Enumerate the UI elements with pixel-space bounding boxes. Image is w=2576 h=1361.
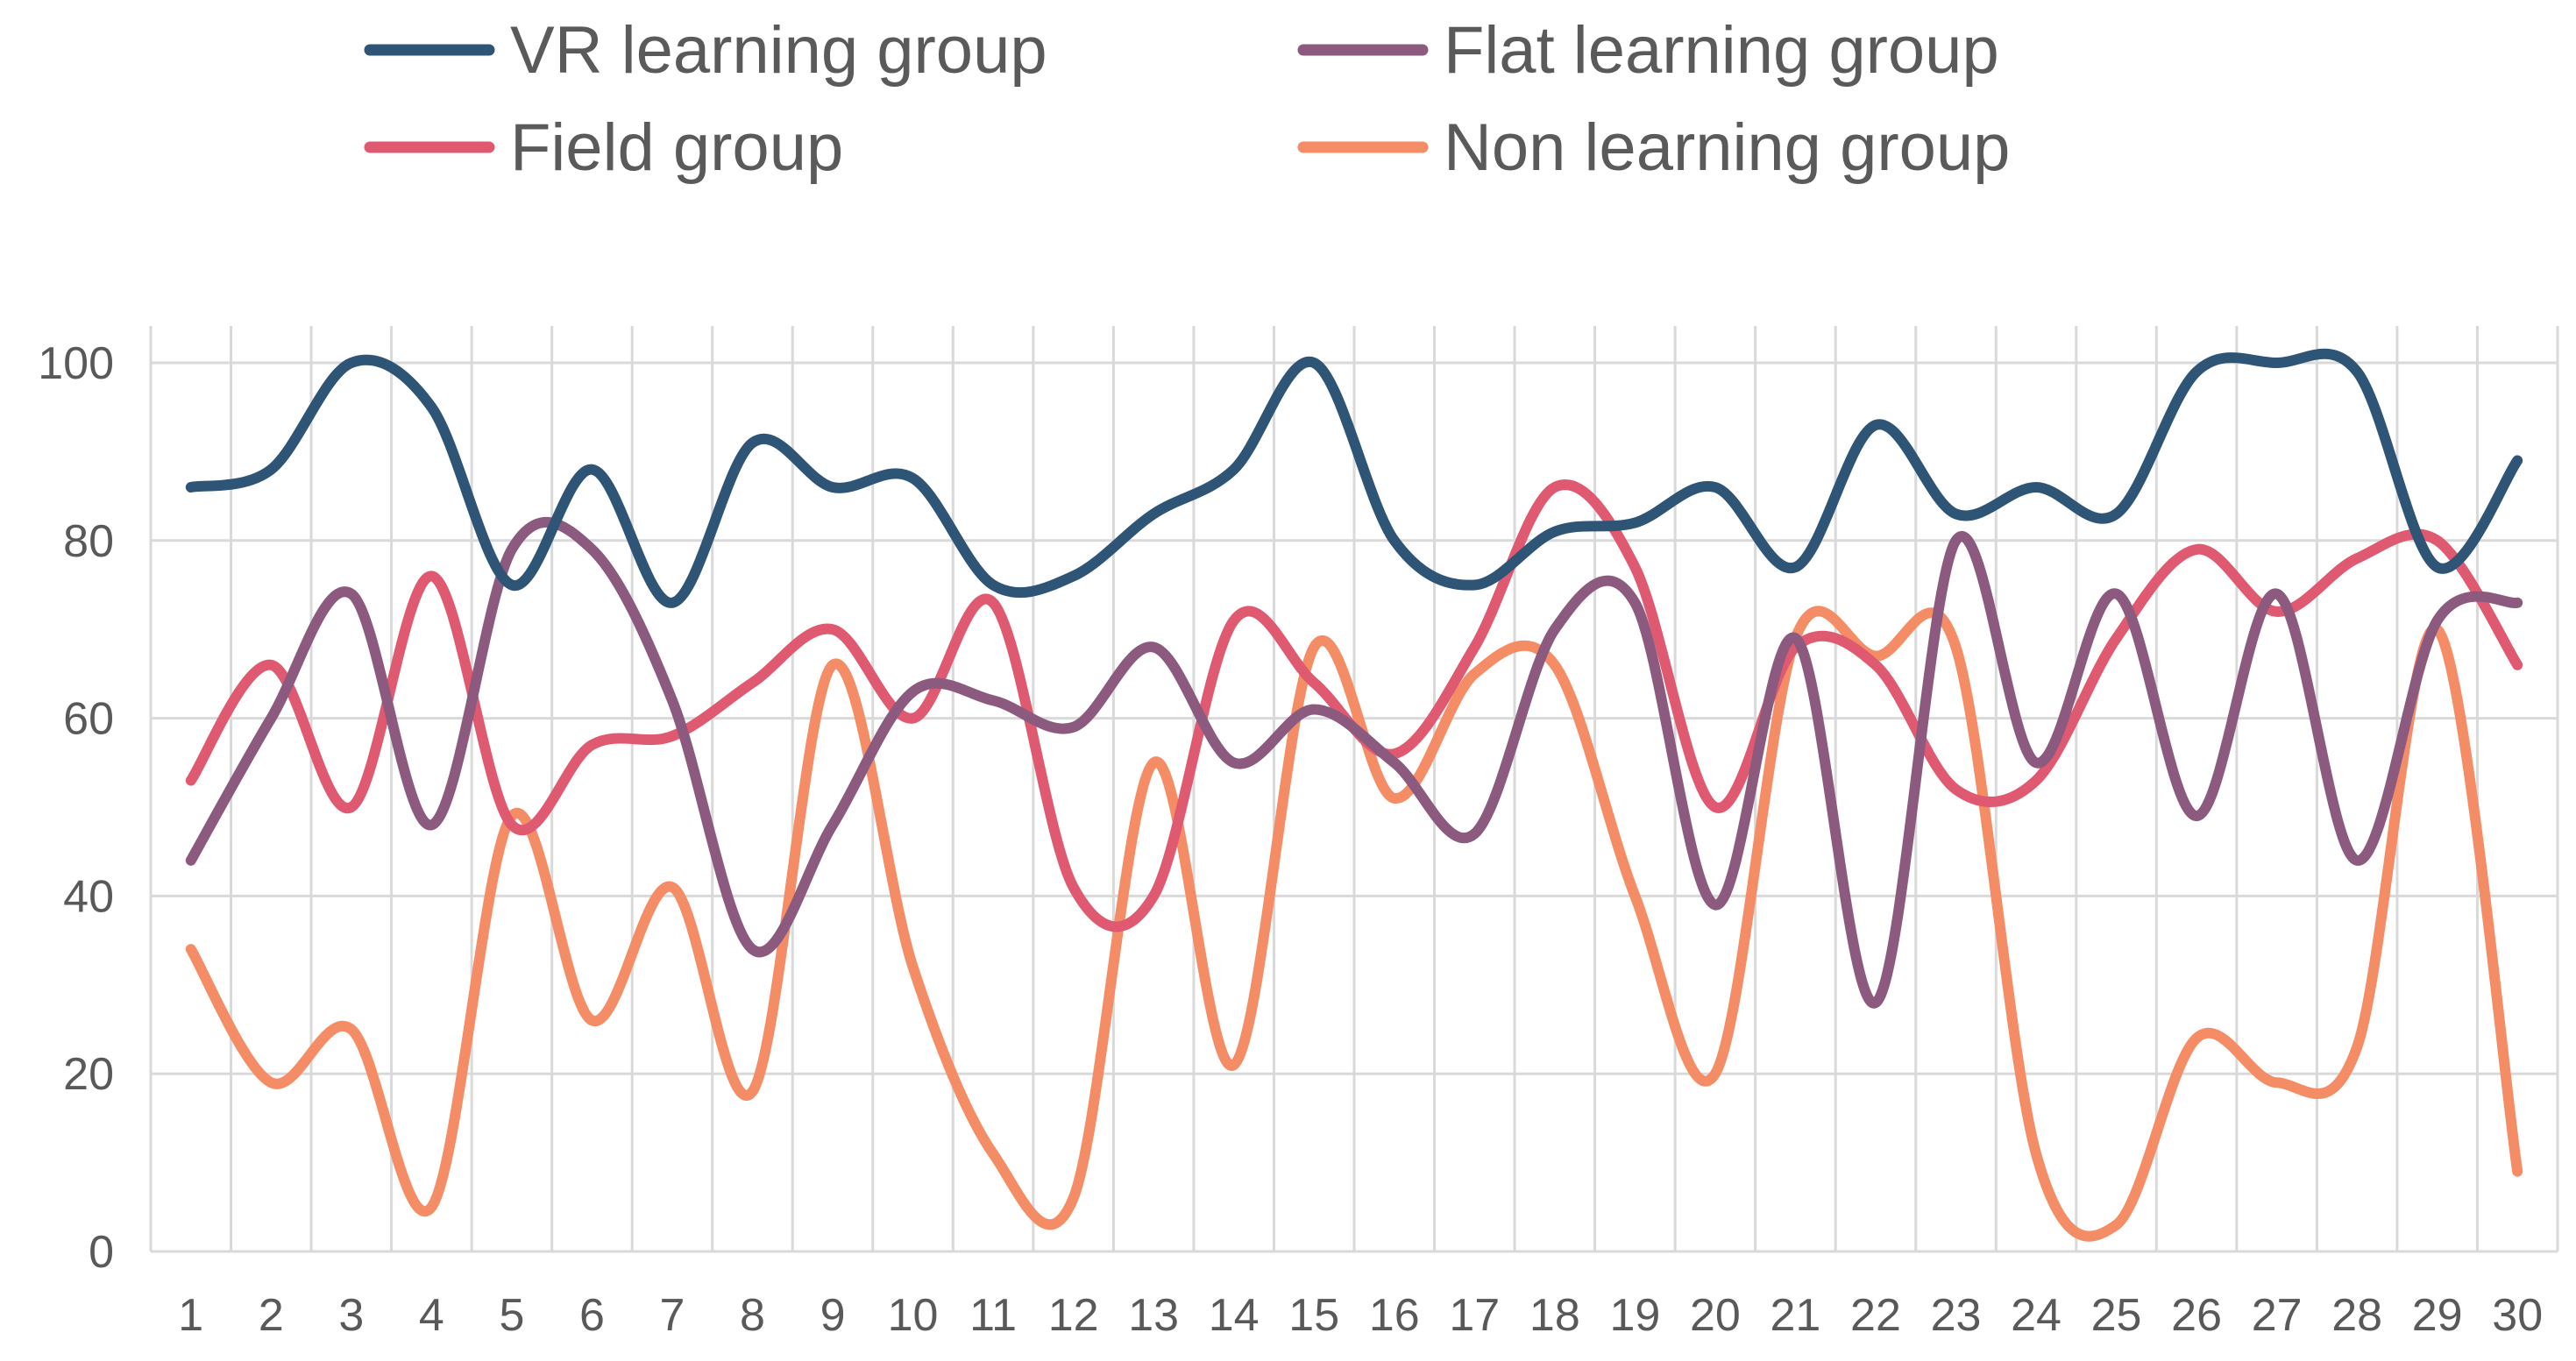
y-tick-label: 60 bbox=[63, 694, 114, 745]
x-tick-label: 6 bbox=[579, 1290, 605, 1341]
chart-series bbox=[185, 348, 2523, 1242]
x-tick-label: 26 bbox=[2171, 1290, 2222, 1341]
x-tick-label: 27 bbox=[2252, 1290, 2303, 1341]
y-tick-label: 80 bbox=[63, 516, 114, 567]
x-tick-label: 16 bbox=[1369, 1290, 1420, 1341]
x-tick-label: 1 bbox=[178, 1290, 203, 1341]
y-axis: 0 20 40 60 80 100 bbox=[38, 338, 114, 1278]
x-tick-label: 20 bbox=[1690, 1290, 1741, 1341]
legend-label-vr-learning-group: VR learning group bbox=[510, 13, 1047, 88]
x-tick-label: 28 bbox=[2331, 1290, 2382, 1341]
x-tick-label: 22 bbox=[1850, 1290, 1901, 1341]
y-tick-label: 0 bbox=[89, 1227, 114, 1278]
x-tick-label: 10 bbox=[888, 1290, 939, 1341]
x-tick-label: 9 bbox=[820, 1290, 846, 1341]
x-tick-label: 14 bbox=[1209, 1290, 1260, 1341]
series-line-field-group bbox=[185, 479, 2523, 932]
x-axis: 1 2 3 4 5 6 7 8 9 10 11 12 13 14 15 16 17 18 19 20 21 22 23 24 2… bbox=[178, 1290, 2543, 1341]
x-tick-label: 4 bbox=[419, 1290, 444, 1341]
x-tick-label: 3 bbox=[338, 1290, 364, 1341]
series-line-flat-learning-group bbox=[185, 516, 2523, 1009]
chart-legend: VR learning group Flat learning group Fiel… bbox=[364, 13, 2010, 185]
y-tick-label: 20 bbox=[63, 1049, 114, 1100]
x-tick-label: 18 bbox=[1529, 1290, 1580, 1341]
x-tick-label: 19 bbox=[1609, 1290, 1660, 1341]
x-tick-label: 12 bbox=[1048, 1290, 1099, 1341]
x-tick-label: 25 bbox=[2091, 1290, 2142, 1341]
x-tick-label: 11 bbox=[969, 1290, 1017, 1341]
x-tick-label: 23 bbox=[1931, 1290, 1982, 1341]
legend-label-non-learning-group: Non learning group bbox=[1444, 110, 2010, 185]
x-tick-label: 8 bbox=[740, 1290, 765, 1341]
x-tick-label: 30 bbox=[2492, 1290, 2543, 1341]
series-line-non-learning-group bbox=[185, 606, 2523, 1242]
x-tick-label: 2 bbox=[259, 1290, 284, 1341]
x-tick-label: 15 bbox=[1288, 1290, 1339, 1341]
x-tick-label: 7 bbox=[660, 1290, 685, 1341]
x-tick-label: 13 bbox=[1128, 1290, 1179, 1341]
x-tick-label: 21 bbox=[1771, 1290, 1821, 1341]
x-tick-label: 24 bbox=[2011, 1290, 2062, 1341]
x-tick-label: 29 bbox=[2412, 1290, 2463, 1341]
series-line-vr-learning-group bbox=[185, 348, 2523, 608]
legend-label-flat-learning-group: Flat learning group bbox=[1444, 13, 1999, 88]
chart-grid bbox=[149, 326, 2559, 1253]
x-tick-label: 17 bbox=[1449, 1290, 1500, 1341]
x-tick-label: 5 bbox=[499, 1290, 524, 1341]
y-tick-label: 40 bbox=[63, 871, 114, 922]
legend-label-field-group: Field group bbox=[510, 110, 843, 185]
y-tick-label: 100 bbox=[38, 338, 114, 389]
